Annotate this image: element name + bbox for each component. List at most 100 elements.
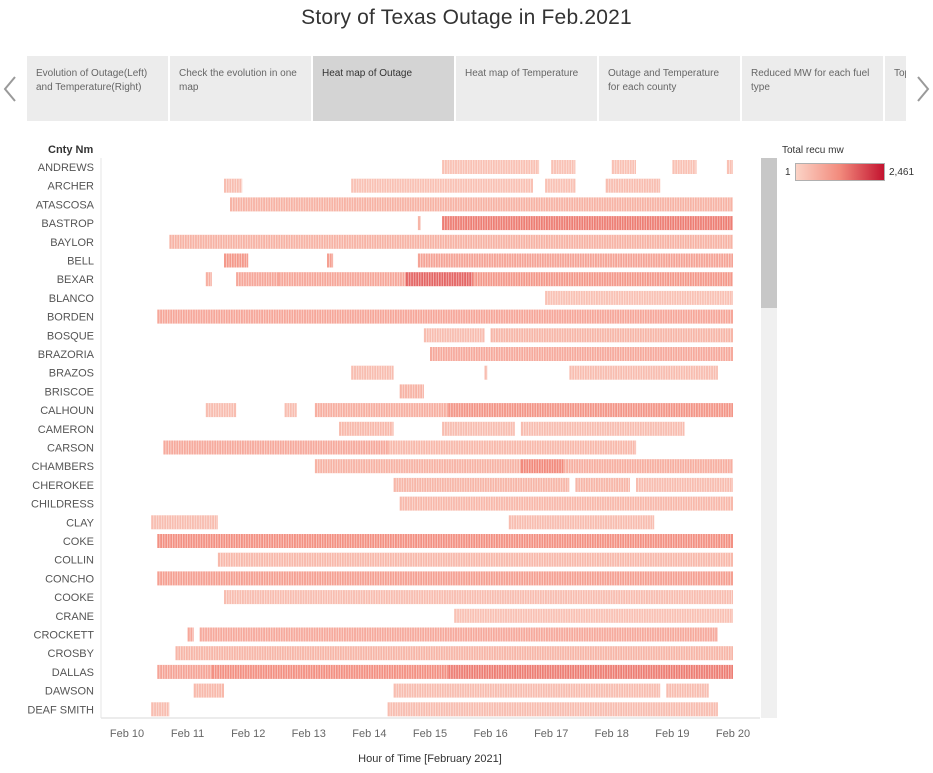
- county-label: CAMERON: [38, 424, 94, 436]
- heat-segment: [417, 216, 421, 231]
- story-tab-3[interactable]: Heat map of Temperature: [456, 56, 597, 121]
- legend-color-ramp: [795, 163, 885, 181]
- hour-dividers: [201, 627, 718, 642]
- heat-segment: [399, 384, 424, 399]
- x-tick-label: Feb 11: [171, 728, 204, 740]
- hour-dividers: [226, 253, 248, 268]
- hour-dividers: [207, 403, 234, 418]
- chevron-left-icon: [3, 76, 16, 102]
- x-tick-label: Feb 17: [534, 728, 568, 740]
- heat-segment: [508, 515, 655, 530]
- county-label: ANDREWS: [38, 162, 94, 174]
- story-tab-0[interactable]: Evolution of Outage(Left) and Temperatur…: [27, 56, 168, 121]
- heat-segment: [224, 253, 249, 268]
- hour-dividers: [159, 664, 211, 679]
- county-label: BRAZOS: [49, 368, 94, 380]
- next-story-point-arrow[interactable]: [912, 74, 932, 104]
- county-label: DAWSON: [45, 686, 94, 698]
- county-label: CRANE: [55, 611, 94, 623]
- legend-min-label: 1: [785, 167, 791, 178]
- hour-dividers: [189, 627, 194, 642]
- hour-dividers: [401, 384, 423, 399]
- x-tick-label: Feb 14: [352, 728, 386, 740]
- x-tick-label: Feb 19: [655, 728, 689, 740]
- hour-dividers: [280, 272, 406, 287]
- heat-segment: [611, 160, 636, 174]
- row-header: Cnty Nm: [48, 144, 93, 156]
- hour-dividers: [207, 272, 212, 287]
- heatmap-chart: Cnty Nm ANDREWS ARCHER ATASCOSA BASTROP BAYLO…: [27, 144, 760, 765]
- hour-dividers: [214, 664, 448, 679]
- hour-dividers: [729, 160, 733, 174]
- heat-segment: [442, 216, 733, 231]
- heat-segment: [393, 683, 661, 698]
- heat-segment: [205, 272, 212, 287]
- hour-dividers: [492, 328, 731, 343]
- hour-dividers: [432, 347, 731, 361]
- story-tab-1[interactable]: Check the evolution in one map: [170, 56, 311, 121]
- hour-dividers: [226, 590, 732, 605]
- story-tab-5[interactable]: Reduced MW for each fuel type: [742, 56, 883, 121]
- heat-segment: [224, 590, 733, 605]
- county-label: BAYLOR: [50, 237, 94, 249]
- x-tick-label: Feb 20: [716, 728, 750, 740]
- county-label: CHAMBERS: [32, 461, 94, 473]
- county-label: CHILDRESS: [31, 499, 94, 511]
- hour-dividers: [523, 459, 562, 474]
- hour-dividers: [510, 515, 654, 530]
- county-label: CONCHO: [45, 573, 94, 585]
- hour-dividers: [389, 702, 717, 717]
- heat-segment: [327, 253, 334, 268]
- county-label: CLAY: [66, 517, 95, 529]
- heat-segment: [278, 272, 406, 287]
- hour-dividers: [613, 160, 635, 174]
- hour-dividers: [317, 459, 520, 474]
- heat-segment: [387, 702, 718, 717]
- heat-segment: [230, 197, 733, 212]
- heat-segment: [417, 253, 733, 268]
- x-tick-label: Feb 10: [110, 728, 144, 740]
- x-tick-label: Feb 13: [292, 728, 326, 740]
- heat-segment: [448, 664, 733, 679]
- previous-story-point-arrow[interactable]: [1, 74, 21, 104]
- hour-dividers: [474, 272, 733, 287]
- hour-dividers: [165, 440, 386, 455]
- county-label: CARSON: [47, 443, 94, 455]
- county-label: COOKE: [54, 592, 94, 604]
- heat-segment: [563, 459, 733, 474]
- story-title: Story of Texas Outage in Feb.2021: [301, 6, 632, 29]
- heat-segment: [314, 403, 449, 418]
- county-label: BLANCO: [49, 293, 95, 305]
- hour-dividers: [450, 403, 732, 418]
- heat-segment: [442, 421, 515, 436]
- heat-segment: [314, 459, 521, 474]
- county-label: ARCHER: [48, 181, 95, 193]
- heat-segment: [175, 646, 733, 661]
- hour-dividers: [547, 290, 733, 305]
- hour-dividers: [565, 459, 733, 474]
- story-tab-2[interactable]: Heat map of Outage: [313, 56, 454, 121]
- chevron-right-icon: [917, 76, 930, 102]
- hour-dividers: [159, 534, 731, 548]
- county-label: COLLIN: [54, 555, 94, 567]
- hour-dividers: [353, 178, 531, 193]
- hour-dividers: [547, 178, 574, 193]
- heat-segment: [520, 459, 564, 474]
- hour-dividers: [329, 253, 333, 268]
- story-tab-6[interactable]: Top ... at e...: [885, 56, 906, 121]
- hour-dividers: [444, 216, 733, 231]
- hour-dividers: [407, 272, 472, 287]
- scrollbar-thumb[interactable]: [761, 158, 777, 308]
- hour-dividers: [286, 403, 296, 418]
- heat-segment: [169, 234, 733, 249]
- hour-dividers: [195, 683, 222, 698]
- hour-dividers: [153, 515, 218, 530]
- county-label: ATASCOSA: [36, 199, 95, 211]
- heat-segment: [484, 365, 488, 380]
- heat-segment: [351, 365, 394, 380]
- hour-dividers: [456, 608, 733, 623]
- hour-dividers: [395, 683, 660, 698]
- hour-dividers: [341, 421, 393, 436]
- story-tab-4[interactable]: Outage and Temperature for each county: [599, 56, 740, 121]
- hour-dividers: [232, 197, 733, 212]
